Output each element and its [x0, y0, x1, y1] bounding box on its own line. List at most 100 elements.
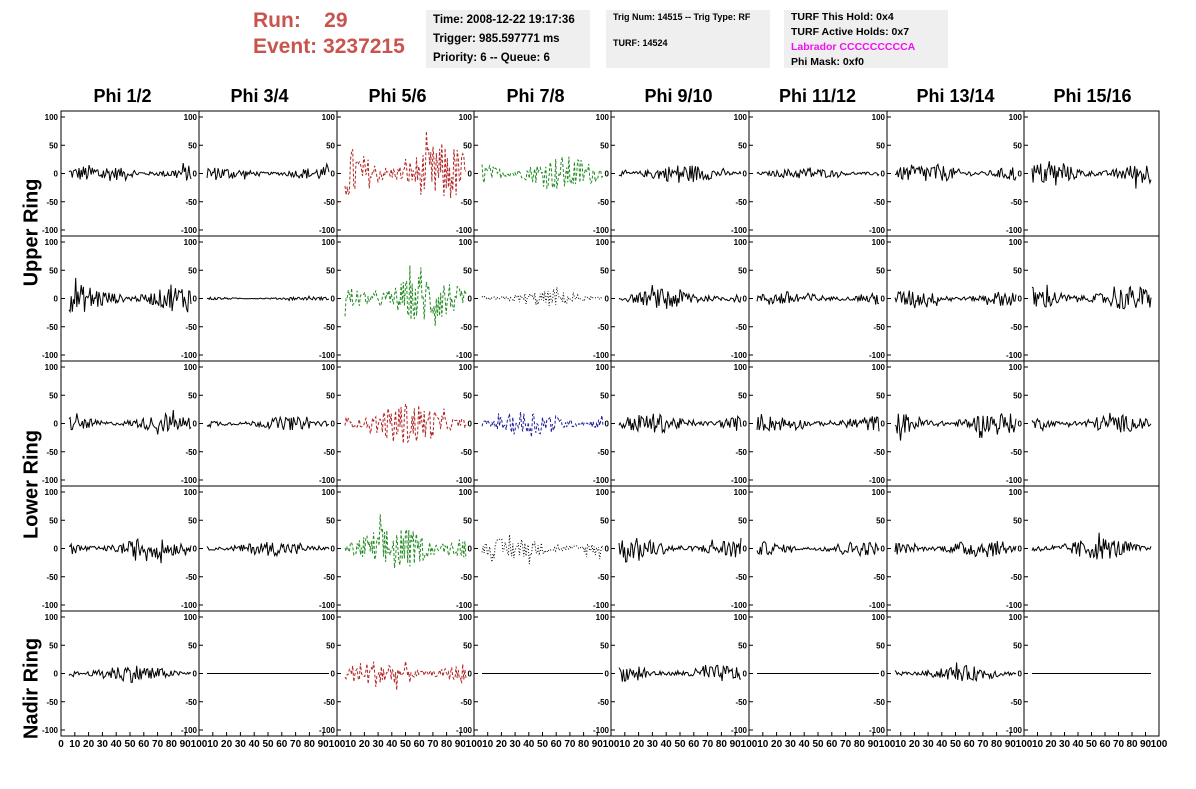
x-tick-label: 90	[318, 739, 330, 750]
event-row: Event: 3237215	[253, 34, 405, 60]
y-tick-label: 100	[459, 113, 473, 122]
x-tick-label: 60	[551, 739, 563, 750]
x-tick-label: 0	[58, 739, 64, 750]
y-tick-label: -50	[185, 698, 197, 707]
waveform-trace	[756, 414, 880, 432]
x-tick-label: 100	[603, 739, 620, 750]
time-text: Time: 2008-12-22 19:17:36	[433, 14, 575, 26]
waveform-trace	[68, 162, 192, 183]
waveform-trace	[481, 534, 604, 565]
y-tick-label: 50	[600, 641, 609, 650]
x-tick-label: 30	[647, 739, 659, 750]
x-tick-label: 20	[771, 739, 783, 750]
y-tick-label: 0	[743, 170, 748, 179]
y-tick-label: 0	[331, 670, 336, 679]
y-tick-label: 50	[600, 141, 609, 150]
y-tick-label: -100	[731, 476, 748, 485]
y-tick-label: 100	[459, 363, 473, 372]
turf-info-box: TURF This Hold: 0x4 TURF Active Holds: 0…	[784, 10, 948, 68]
x-tick-label: 80	[716, 739, 728, 750]
y-tick-label: 0	[881, 545, 886, 554]
y-tick-label: 50	[188, 141, 197, 150]
y-tick-label: -50	[46, 573, 58, 582]
x-tick-label: 70	[564, 739, 576, 750]
x-tick-label: 50	[812, 739, 824, 750]
y-tick-label: -50	[185, 323, 197, 332]
y-tick-label: 100	[734, 363, 748, 372]
x-tick-label: 20	[1045, 739, 1057, 750]
y-tick-label: -50	[1010, 448, 1022, 457]
waveform-trace	[1031, 161, 1152, 189]
y-tick-label: -100	[869, 226, 886, 235]
y-tick-label: -100	[456, 226, 473, 235]
y-tick-label: 100	[184, 113, 198, 122]
y-tick-label: 50	[1013, 266, 1022, 275]
waveform-trace	[481, 156, 604, 190]
x-tick-label: 60	[964, 739, 976, 750]
x-tick-label: 60	[276, 739, 288, 750]
column-header-phi-3-4: Phi 3/4	[230, 86, 289, 106]
waveform-trace	[618, 537, 742, 563]
turf-this-hold-text: TURF This Hold: 0x4	[791, 11, 894, 23]
y-tick-label: -50	[735, 448, 747, 457]
y-tick-label: 100	[45, 238, 59, 247]
y-tick-label: 0	[605, 420, 610, 429]
waveform-trace	[618, 165, 742, 183]
y-tick-label: 0	[743, 670, 748, 679]
x-tick-label: 10	[1032, 739, 1044, 750]
y-tick-label: 100	[1009, 363, 1023, 372]
waveform-trace	[206, 415, 330, 431]
column-header-phi-5-6: Phi 5/6	[368, 86, 427, 106]
trigger-text: Trigger: 985.597771 ms	[433, 33, 560, 45]
y-tick-label: 0	[743, 295, 748, 304]
y-tick-label: 100	[459, 238, 473, 247]
y-tick-label: -100	[593, 726, 610, 735]
y-tick-label: 50	[738, 641, 747, 650]
y-tick-label: -50	[597, 573, 609, 582]
x-tick-label: 80	[166, 739, 178, 750]
x-tick-label: 80	[304, 739, 316, 750]
y-tick-label: 0	[54, 670, 59, 679]
x-tick-label: 70	[977, 739, 989, 750]
y-tick-label: 0	[54, 170, 59, 179]
y-tick-label: 50	[463, 141, 472, 150]
y-tick-label: 100	[459, 613, 473, 622]
y-tick-label: 100	[322, 238, 336, 247]
x-tick-label: 100	[1151, 739, 1168, 750]
x-tick-label: 20	[221, 739, 233, 750]
x-tick-label: 10	[482, 739, 494, 750]
y-tick-label: 100	[872, 488, 886, 497]
y-tick-label: -50	[460, 698, 472, 707]
y-tick-label: 50	[326, 391, 335, 400]
x-tick-label: 40	[936, 739, 948, 750]
y-tick-label: -100	[869, 351, 886, 360]
column-header-phi-15-16: Phi 15/16	[1053, 86, 1132, 106]
x-tick-label: 90	[592, 739, 604, 750]
y-tick-label: 50	[326, 641, 335, 650]
x-tick-label: 100	[879, 739, 896, 750]
y-tick-label: -50	[873, 448, 885, 457]
y-tick-label: -100	[1006, 726, 1023, 735]
x-tick-label: 30	[235, 739, 247, 750]
y-tick-label: -100	[456, 351, 473, 360]
y-tick-label: 100	[184, 613, 198, 622]
y-tick-label: -100	[456, 476, 473, 485]
y-tick-label: -50	[873, 198, 885, 207]
y-tick-label: 100	[184, 488, 198, 497]
y-tick-label: -50	[323, 573, 335, 582]
x-tick-label: 70	[427, 739, 439, 750]
x-tick-label: 90	[730, 739, 742, 750]
y-tick-label: 0	[193, 545, 198, 554]
x-tick-label: 80	[854, 739, 866, 750]
x-tick-label: 20	[83, 739, 95, 750]
waveform-trace	[894, 412, 1017, 441]
panel-frame	[473, 235, 612, 362]
trig-num-text: Trig Num: 14515 -- Trig Type: RF	[613, 12, 751, 22]
waveform-trace	[894, 290, 1017, 309]
y-tick-label: -100	[456, 601, 473, 610]
y-tick-label: 100	[459, 488, 473, 497]
x-tick-label: 20	[496, 739, 508, 750]
y-tick-label: 0	[193, 670, 198, 679]
y-tick-label: 100	[184, 238, 198, 247]
waveform-trace	[481, 412, 604, 438]
